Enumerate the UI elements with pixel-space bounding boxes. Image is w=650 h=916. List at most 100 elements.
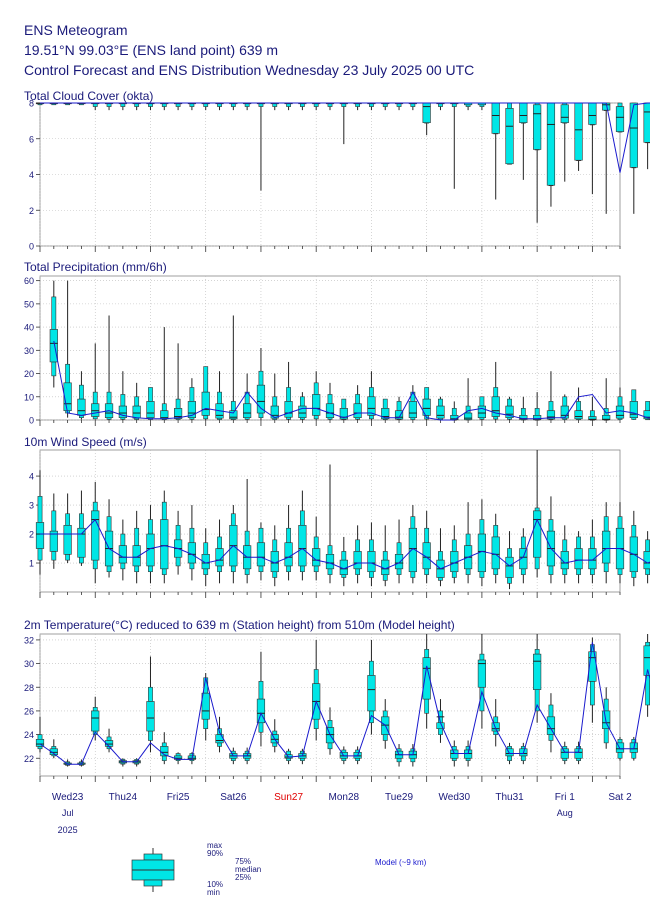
p75-p90-box xyxy=(631,389,637,402)
p75-p90-box xyxy=(451,408,457,416)
iqr-box xyxy=(422,657,431,700)
y-tick-label: 4 xyxy=(29,170,34,180)
p10-p25-box xyxy=(520,755,526,761)
p10-p25-box xyxy=(148,565,153,573)
p75-p90-box xyxy=(589,536,595,549)
legend-p25: 25% xyxy=(235,873,251,882)
p10-p25-box xyxy=(382,574,388,581)
iqr-box xyxy=(643,551,650,570)
panel-title: 10m Wind Speed (m/s) xyxy=(24,435,147,449)
iqr-box xyxy=(77,398,86,416)
month-label-aug: Aug xyxy=(557,808,573,818)
iqr-box xyxy=(436,405,445,419)
iqr-box xyxy=(463,749,473,759)
y-tick-label: 8 xyxy=(29,99,34,109)
p10-p25-box xyxy=(258,722,264,733)
p10-p25-box xyxy=(51,361,57,377)
legend-max: max xyxy=(207,841,222,850)
p75-p90-box xyxy=(576,401,581,412)
iqr-box xyxy=(546,716,556,735)
p75-p90-box xyxy=(603,698,609,712)
day-label-9: Fri 1 xyxy=(555,792,575,803)
p75-p90-box xyxy=(148,519,153,535)
p75-p90-box xyxy=(148,686,153,702)
p75-p90-box xyxy=(37,734,43,740)
p75-p90-box xyxy=(548,519,554,532)
p10-p25-box xyxy=(327,568,333,575)
iqr-box xyxy=(381,408,390,420)
iqr-box xyxy=(367,551,376,573)
p10-p25-box xyxy=(272,571,278,578)
iqr-box xyxy=(533,104,542,150)
location-label: 19.51°N 99.03°E (ENS land point) 639 m xyxy=(24,42,279,58)
p75-p90-box xyxy=(617,516,623,529)
y-tick-label: 2 xyxy=(29,206,34,216)
p10-p25-box xyxy=(161,568,167,575)
p10-p25-box xyxy=(617,568,623,575)
iqr-box xyxy=(546,102,556,186)
iqr-box xyxy=(91,403,100,417)
y-tick-label: 20 xyxy=(24,369,34,379)
iqr-box xyxy=(325,403,335,418)
legend-p90-box xyxy=(143,853,163,861)
p75-p90-box xyxy=(148,387,153,402)
p75-p90-box xyxy=(313,382,319,395)
p75-p90-box xyxy=(534,649,540,655)
day-label-4: Sun27 xyxy=(274,792,303,803)
y-tick-label: 26 xyxy=(24,706,34,716)
p75-p90-box xyxy=(51,296,57,330)
iqr-box xyxy=(394,554,404,570)
p75-p90-box xyxy=(258,681,264,700)
p75-p90-box xyxy=(299,396,305,407)
day-label-1: Thu24 xyxy=(109,792,138,803)
iqr-box xyxy=(477,659,487,688)
p75-p90-box xyxy=(507,102,512,109)
day-label-3: Sat26 xyxy=(220,792,247,803)
p10-p25-box xyxy=(134,565,140,573)
legend-median: median xyxy=(235,865,261,874)
p75-p90-box xyxy=(217,536,222,549)
p75-p90-box xyxy=(189,753,195,757)
iqr-box xyxy=(187,401,197,418)
p10-p25-box xyxy=(65,554,71,561)
iqr-box xyxy=(394,410,404,420)
day-label-6: Tue29 xyxy=(385,792,413,803)
iqr-box xyxy=(312,394,321,416)
p10-p25-box xyxy=(562,568,568,575)
forecast-subtitle: Control Forecast and ENS Distribution We… xyxy=(24,62,475,78)
y-tick-label: 2 xyxy=(29,530,34,540)
p75-p90-box xyxy=(479,396,485,407)
p75-p90-box xyxy=(217,391,222,405)
day-label-5: Mon28 xyxy=(329,792,360,803)
p75-p90-box xyxy=(189,527,195,544)
p10-p25-box xyxy=(355,757,361,761)
p75-p90-box xyxy=(120,533,126,546)
p10-p25-box xyxy=(299,565,305,573)
p75-p90-box xyxy=(507,398,512,407)
iqr-box xyxy=(450,749,459,759)
iqr-box xyxy=(491,396,500,417)
p75-p90-box xyxy=(576,536,581,549)
panel-0 xyxy=(35,102,650,252)
iqr-box xyxy=(505,108,514,165)
y-tick-label: 24 xyxy=(24,730,34,740)
p75-p90-box xyxy=(410,748,416,752)
iqr-box xyxy=(49,748,58,755)
p10-p25-box xyxy=(355,568,361,575)
p10-p25-box xyxy=(299,757,305,761)
p10-p25-box xyxy=(424,568,430,575)
p75-p90-box xyxy=(244,530,250,546)
p75-p90-box xyxy=(424,387,430,400)
iqr-box xyxy=(243,403,252,418)
iqr-box xyxy=(284,401,293,418)
iqr-box xyxy=(201,692,210,720)
model-line xyxy=(40,102,650,173)
p75-p90-box xyxy=(548,704,554,718)
p10-p25-box xyxy=(424,698,430,714)
p10-p25-box xyxy=(341,757,347,761)
p10-p25-box xyxy=(396,568,402,575)
y-tick-label: 1 xyxy=(29,559,34,569)
iqr-box xyxy=(491,102,500,134)
panel-1 xyxy=(36,275,650,426)
